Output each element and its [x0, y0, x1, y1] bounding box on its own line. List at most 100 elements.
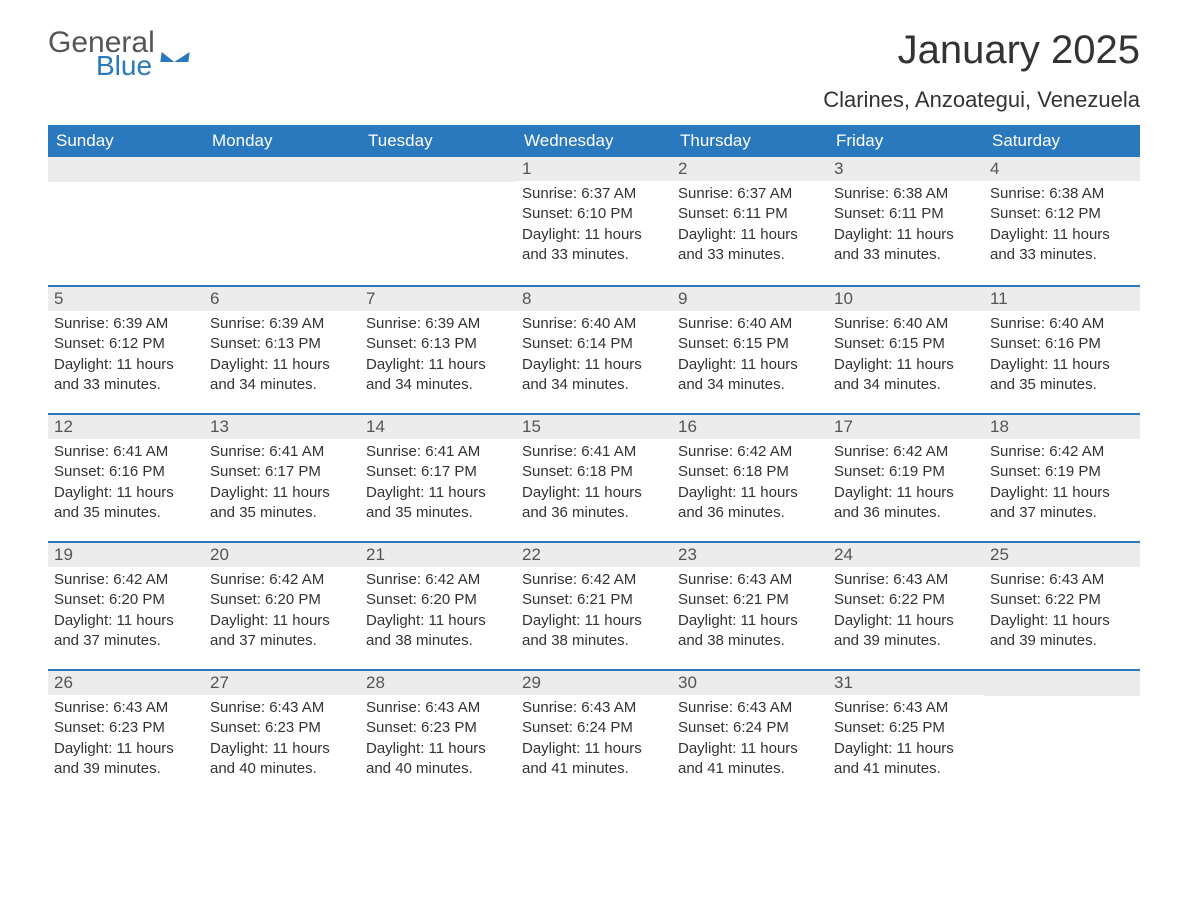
day-number: 25	[984, 543, 1140, 567]
daylight-text: Daylight: 11 hours and 34 minutes.	[522, 355, 666, 396]
page-title: January 2025	[823, 28, 1140, 73]
location-subtitle: Clarines, Anzoategui, Venezuela	[823, 87, 1140, 113]
day-cell: 5Sunrise: 6:39 AMSunset: 6:12 PMDaylight…	[48, 287, 204, 413]
weekday-header: Monday	[204, 125, 360, 157]
logo-text: General Blue	[48, 28, 155, 80]
day-number: 27	[204, 671, 360, 695]
day-number: 8	[516, 287, 672, 311]
sunset-text: Sunset: 6:18 PM	[678, 462, 822, 482]
day-body: Sunrise: 6:43 AMSunset: 6:24 PMDaylight:…	[672, 695, 828, 789]
day-cell: 26Sunrise: 6:43 AMSunset: 6:23 PMDayligh…	[48, 671, 204, 797]
day-body: Sunrise: 6:37 AMSunset: 6:10 PMDaylight:…	[516, 181, 672, 275]
day-body: Sunrise: 6:42 AMSunset: 6:21 PMDaylight:…	[516, 567, 672, 661]
sunrise-text: Sunrise: 6:41 AM	[54, 442, 198, 462]
day-number: 28	[360, 671, 516, 695]
sunset-text: Sunset: 6:19 PM	[990, 462, 1134, 482]
day-body: Sunrise: 6:42 AMSunset: 6:19 PMDaylight:…	[828, 439, 984, 533]
logo-flag-icon	[160, 52, 189, 62]
day-number: 17	[828, 415, 984, 439]
weekday-header: Wednesday	[516, 125, 672, 157]
sunset-text: Sunset: 6:20 PM	[210, 590, 354, 610]
sunrise-text: Sunrise: 6:42 AM	[54, 570, 198, 590]
sunset-text: Sunset: 6:22 PM	[834, 590, 978, 610]
day-body: Sunrise: 6:40 AMSunset: 6:16 PMDaylight:…	[984, 311, 1140, 405]
day-cell: 20 Sunrise: 6:42 AMSunset: 6:20 PMDayligh…	[204, 543, 360, 669]
day-cell: 28Sunrise: 6:43 AMSunset: 6:23 PMDayligh…	[360, 671, 516, 797]
daylight-text: Daylight: 11 hours and 39 minutes.	[54, 739, 198, 780]
day-body: Sunrise: 6:42 AMSunset: 6:19 PMDaylight:…	[984, 439, 1140, 533]
sunset-text: Sunset: 6:12 PM	[990, 204, 1134, 224]
sunrise-text: Sunrise: 6:43 AM	[210, 698, 354, 718]
daylight-text: Daylight: 11 hours and 37 minutes.	[990, 483, 1134, 524]
day-number: 15	[516, 415, 672, 439]
sunrise-text: Sunrise: 6:37 AM	[522, 184, 666, 204]
day-number: 20	[204, 543, 360, 567]
sunset-text: Sunset: 6:25 PM	[834, 718, 978, 738]
day-body: Sunrise: 6:41 AMSunset: 6:16 PMDaylight:…	[48, 439, 204, 533]
logo: General Blue	[48, 28, 189, 80]
weekday-header: Friday	[828, 125, 984, 157]
sunrise-text: Sunrise: 6:43 AM	[522, 698, 666, 718]
day-body: Sunrise: 6:41 AMSunset: 6:17 PMDaylight:…	[204, 439, 360, 533]
day-cell: 15Sunrise: 6:41 AMSunset: 6:18 PMDayligh…	[516, 415, 672, 541]
day-cell: 14Sunrise: 6:41 AMSunset: 6:17 PMDayligh…	[360, 415, 516, 541]
day-body: Sunrise: 6:42 AMSunset: 6:18 PMDaylight:…	[672, 439, 828, 533]
sunset-text: Sunset: 6:22 PM	[990, 590, 1134, 610]
empty-day-bar	[360, 157, 516, 182]
empty-day-bar	[204, 157, 360, 182]
sunset-text: Sunset: 6:15 PM	[834, 334, 978, 354]
day-cell: 12Sunrise: 6:41 AMSunset: 6:16 PMDayligh…	[48, 415, 204, 541]
sunrise-text: Sunrise: 6:42 AM	[210, 570, 354, 590]
sunrise-text: Sunrise: 6:38 AM	[990, 184, 1134, 204]
day-body: Sunrise: 6:40 AMSunset: 6:15 PMDaylight:…	[828, 311, 984, 405]
day-cell: 13Sunrise: 6:41 AMSunset: 6:17 PMDayligh…	[204, 415, 360, 541]
sunset-text: Sunset: 6:23 PM	[366, 718, 510, 738]
sunrise-text: Sunrise: 6:40 AM	[990, 314, 1134, 334]
daylight-text: Daylight: 11 hours and 38 minutes.	[366, 611, 510, 652]
day-cell: 27Sunrise: 6:43 AMSunset: 6:23 PMDayligh…	[204, 671, 360, 797]
sunset-text: Sunset: 6:10 PM	[522, 204, 666, 224]
day-cell: 3Sunrise: 6:38 AMSunset: 6:11 PMDaylight…	[828, 157, 984, 285]
day-number: 13	[204, 415, 360, 439]
daylight-text: Daylight: 11 hours and 36 minutes.	[522, 483, 666, 524]
daylight-text: Daylight: 11 hours and 34 minutes.	[678, 355, 822, 396]
daylight-text: Daylight: 11 hours and 37 minutes.	[210, 611, 354, 652]
daylight-text: Daylight: 11 hours and 34 minutes.	[834, 355, 978, 396]
day-cell: 21Sunrise: 6:42 AMSunset: 6:20 PMDayligh…	[360, 543, 516, 669]
day-number: 1	[516, 157, 672, 181]
day-cell: 23Sunrise: 6:43 AMSunset: 6:21 PMDayligh…	[672, 543, 828, 669]
sunset-text: Sunset: 6:15 PM	[678, 334, 822, 354]
day-number: 7	[360, 287, 516, 311]
empty-day-bar	[984, 671, 1140, 696]
day-cell: 29Sunrise: 6:43 AMSunset: 6:24 PMDayligh…	[516, 671, 672, 797]
daylight-text: Daylight: 11 hours and 39 minutes.	[834, 611, 978, 652]
weeks-container: 1Sunrise: 6:37 AMSunset: 6:10 PMDaylight…	[48, 157, 1140, 797]
daylight-text: Daylight: 11 hours and 33 minutes.	[990, 225, 1134, 266]
day-cell	[48, 157, 204, 285]
daylight-text: Daylight: 11 hours and 34 minutes.	[366, 355, 510, 396]
daylight-text: Daylight: 11 hours and 33 minutes.	[678, 225, 822, 266]
weekday-header: Thursday	[672, 125, 828, 157]
sunrise-text: Sunrise: 6:43 AM	[54, 698, 198, 718]
day-body: Sunrise: 6:40 AMSunset: 6:15 PMDaylight:…	[672, 311, 828, 405]
sunrise-text: Sunrise: 6:39 AM	[210, 314, 354, 334]
sunset-text: Sunset: 6:17 PM	[210, 462, 354, 482]
daylight-text: Daylight: 11 hours and 34 minutes.	[210, 355, 354, 396]
sunrise-text: Sunrise: 6:42 AM	[834, 442, 978, 462]
day-number: 23	[672, 543, 828, 567]
day-cell: 22Sunrise: 6:42 AMSunset: 6:21 PMDayligh…	[516, 543, 672, 669]
day-number: 30	[672, 671, 828, 695]
day-number: 24	[828, 543, 984, 567]
day-body: Sunrise: 6:38 AMSunset: 6:12 PMDaylight:…	[984, 181, 1140, 275]
day-number: 12	[48, 415, 204, 439]
sunset-text: Sunset: 6:24 PM	[678, 718, 822, 738]
daylight-text: Daylight: 11 hours and 37 minutes.	[54, 611, 198, 652]
sunrise-text: Sunrise: 6:43 AM	[678, 570, 822, 590]
sunrise-text: Sunrise: 6:42 AM	[522, 570, 666, 590]
daylight-text: Daylight: 11 hours and 33 minutes.	[522, 225, 666, 266]
logo-blue: Blue	[96, 52, 155, 80]
day-cell: 7Sunrise: 6:39 AMSunset: 6:13 PMDaylight…	[360, 287, 516, 413]
daylight-text: Daylight: 11 hours and 38 minutes.	[522, 611, 666, 652]
sunset-text: Sunset: 6:20 PM	[54, 590, 198, 610]
daylight-text: Daylight: 11 hours and 41 minutes.	[522, 739, 666, 780]
